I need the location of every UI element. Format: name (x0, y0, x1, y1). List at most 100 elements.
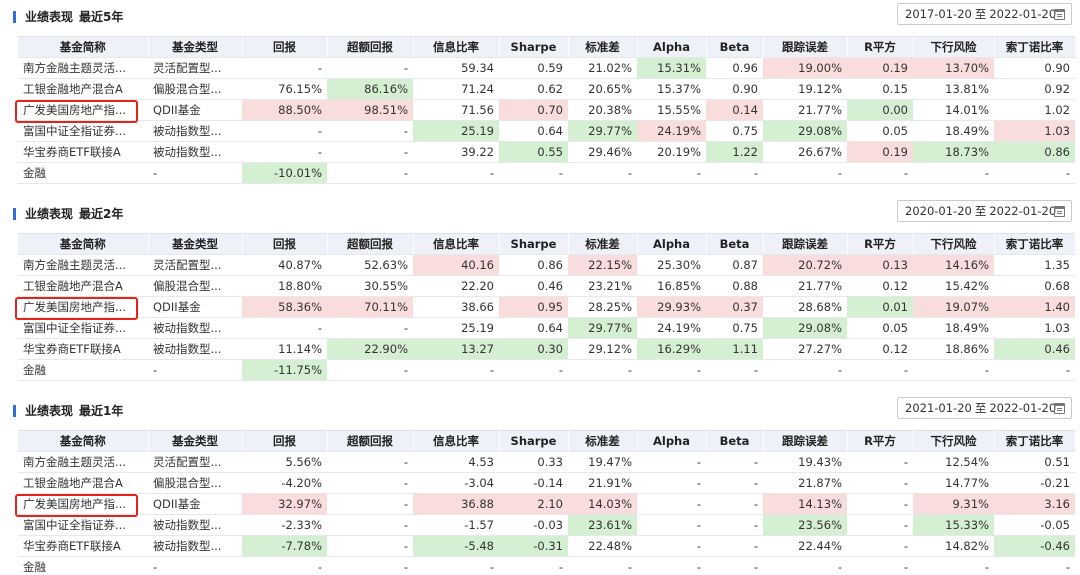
table-row[interactable]: 南方金融主题灵活... 灵活配置型... 40.87% 52.63% 40.16 0.86… (18, 254, 1075, 276)
cell-fund-name[interactable]: 广发美国房地产指... (18, 296, 148, 318)
column-header-tracking-error[interactable]: 跟踪误差 (763, 36, 848, 58)
column-header-excess-return[interactable]: 超额回报 (327, 430, 414, 452)
table-row[interactable]: 工银金融地产混合A 偏股混合型... 18.80% 30.55% 22.20 0.46 23… (18, 275, 1075, 297)
column-header-return[interactable]: 回报 (242, 36, 328, 58)
table-row[interactable]: 工银金融地产混合A 偏股混合型... -4.20% - -3.04 -0.14 21.91%… (18, 472, 1075, 494)
column-header-fund-name[interactable]: 基金简称 (18, 430, 149, 452)
column-header-fund-name[interactable]: 基金简称 (18, 36, 149, 58)
cell-fund-name[interactable]: 金融 (18, 556, 148, 575)
column-header-downside-risk[interactable]: 下行风险 (913, 430, 995, 452)
cell-excess-return: - (327, 451, 413, 473)
cell-fund-name[interactable]: 工银金融地产混合A (18, 275, 148, 297)
column-header-downside-risk[interactable]: 下行风险 (913, 233, 995, 255)
cell-sharpe: 0.62 (499, 78, 568, 100)
column-header-beta[interactable]: Beta (706, 233, 764, 255)
table-row[interactable]: 金融 - -10.01% - - - - - - - - - - (18, 162, 1075, 184)
column-header-std-dev[interactable]: 标准差 (568, 430, 638, 452)
column-header-info-ratio[interactable]: 信息比率 (413, 430, 500, 452)
cell-fund-name[interactable]: 金融 (18, 162, 148, 184)
column-header-std-dev[interactable]: 标准差 (568, 36, 638, 58)
column-header-r-squared[interactable]: R平方 (847, 233, 914, 255)
date-range-picker[interactable]: 2017-01-20 至 2022-01-20 (897, 3, 1072, 25)
cell-sharpe: 0.95 (499, 296, 568, 318)
column-header-fund-type[interactable]: 基金类型 (148, 36, 243, 58)
column-header-beta[interactable]: Beta (706, 36, 764, 58)
column-header-fund-name[interactable]: 基金简称 (18, 233, 149, 255)
column-header-downside-risk[interactable]: 下行风险 (913, 36, 995, 58)
cell-fund-name[interactable]: 华宝券商ETF联接A (18, 141, 148, 163)
date-range-picker[interactable]: 2020-01-20 至 2022-01-20 (897, 200, 1072, 222)
table-row[interactable]: 广发美国房地产指... QDII基金 32.97% -36.88 2.10 14.03% -… (18, 493, 1075, 515)
cell-tracking-error: 26.67% (763, 141, 847, 163)
column-header-info-ratio[interactable]: 信息比率 (413, 233, 500, 255)
calendar-icon[interactable] (1054, 206, 1065, 217)
column-header-r-squared[interactable]: R平方 (847, 36, 914, 58)
column-header-std-dev[interactable]: 标准差 (568, 233, 638, 255)
table-row[interactable]: 金融 - - - - - - - - - - - - (18, 556, 1075, 575)
cell-info-ratio: 22.20 (413, 275, 499, 297)
table-row[interactable]: 南方金融主题灵活... 灵活配置型... 5.56% -4.53 0.33 19.47% -… (18, 451, 1075, 473)
cell-r-squared: - (847, 451, 913, 473)
cell-alpha: 24.19% (637, 120, 706, 142)
calendar-icon[interactable] (1054, 9, 1065, 20)
cell-fund-name[interactable]: 南方金融主题灵活... (18, 451, 148, 473)
column-header-return[interactable]: 回报 (242, 233, 328, 255)
table-row[interactable]: 华宝券商ETF联接A 被动指数型... -7.78% - -5.48 -0.31 22.48… (18, 535, 1075, 557)
cell-sharpe: 0.64 (499, 120, 568, 142)
column-header-excess-return[interactable]: 超额回报 (327, 233, 414, 255)
cell-fund-name[interactable]: 广发美国房地产指... (18, 99, 148, 121)
cell-downside-risk: 12.54% (913, 451, 994, 473)
column-header-sharpe[interactable]: Sharpe (499, 233, 569, 255)
cell-fund-name[interactable]: 南方金融主题灵活... (18, 57, 148, 79)
table-row[interactable]: 富国中证全指证券... 被动指数型... -2.33% - -1.57 -0.03 23.6… (18, 514, 1075, 536)
table-row[interactable]: 富国中证全指证券... 被动指数型... - -25.19 0.64 29.77% 24.1… (18, 120, 1075, 142)
cell-fund-name[interactable]: 华宝券商ETF联接A (18, 535, 148, 557)
cell-beta: 1.22 (706, 141, 763, 163)
cell-fund-name[interactable]: 华宝券商ETF联接A (18, 338, 148, 360)
column-header-beta[interactable]: Beta (706, 430, 764, 452)
column-header-sharpe[interactable]: Sharpe (499, 430, 569, 452)
table-row[interactable]: 金融 - -11.75% - - - - - - - - - - (18, 359, 1075, 381)
table-row[interactable]: 广发美国房地产指... QDII基金 58.36% 70.11% 38.66 0.95 28… (18, 296, 1075, 318)
table-row[interactable]: 广发美国房地产指... QDII基金 88.50% 98.51% 71.56 0.70 20… (18, 99, 1075, 121)
column-header-sortino-ratio[interactable]: 索丁诺比率 (994, 430, 1076, 452)
column-header-fund-type[interactable]: 基金类型 (148, 233, 243, 255)
cell-fund-name[interactable]: 富国中证全指证券... (18, 120, 148, 142)
column-header-alpha[interactable]: Alpha (637, 430, 707, 452)
column-header-sortino-ratio[interactable]: 索丁诺比率 (994, 233, 1076, 255)
table-row[interactable]: 工银金融地产混合A 偏股混合型... 76.15% 86.16% 71.24 0.62 20… (18, 78, 1075, 100)
column-header-return[interactable]: 回报 (242, 430, 328, 452)
cell-fund-name[interactable]: 富国中证全指证券... (18, 317, 148, 339)
column-header-sortino-ratio[interactable]: 索丁诺比率 (994, 36, 1076, 58)
table-row[interactable]: 华宝券商ETF联接A 被动指数型... 11.14% 22.90% 13.27 0.30 2… (18, 338, 1075, 360)
column-header-excess-return[interactable]: 超额回报 (327, 36, 414, 58)
cell-fund-name[interactable]: 工银金融地产混合A (18, 472, 148, 494)
table-row[interactable]: 华宝券商ETF联接A 被动指数型... - -39.22 0.55 29.46% 20.19… (18, 141, 1075, 163)
table-row[interactable]: 富国中证全指证券... 被动指数型... - -25.19 0.64 29.77% 24.1… (18, 317, 1075, 339)
cell-alpha: - (637, 472, 706, 494)
column-header-info-ratio[interactable]: 信息比率 (413, 36, 500, 58)
cell-fund-type: 被动指数型... (148, 338, 242, 360)
cell-fund-name[interactable]: 工银金融地产混合A (18, 78, 148, 100)
cell-fund-name[interactable]: 广发美国房地产指... (18, 493, 148, 515)
column-header-tracking-error[interactable]: 跟踪误差 (763, 233, 848, 255)
column-header-sharpe[interactable]: Sharpe (499, 36, 569, 58)
column-header-fund-type[interactable]: 基金类型 (148, 430, 243, 452)
cell-fund-type: - (148, 359, 242, 381)
cell-fund-name[interactable]: 南方金融主题灵活... (18, 254, 148, 276)
cell-fund-name[interactable]: 富国中证全指证券... (18, 514, 148, 536)
cell-fund-type: 偏股混合型... (148, 275, 242, 297)
calendar-icon[interactable] (1054, 403, 1065, 414)
cell-alpha: - (637, 535, 706, 557)
cell-info-ratio: 39.22 (413, 141, 499, 163)
column-header-alpha[interactable]: Alpha (637, 233, 707, 255)
cell-fund-name[interactable]: 金融 (18, 359, 148, 381)
column-header-r-squared[interactable]: R平方 (847, 430, 914, 452)
performance-section: 业绩表现 最近2年 2020-01-20 至 2022-01-20 基金简称 基金类型 回报超… (0, 197, 1080, 394)
column-header-alpha[interactable]: Alpha (637, 36, 707, 58)
column-header-tracking-error[interactable]: 跟踪误差 (763, 430, 848, 452)
cell-sharpe: 0.33 (499, 451, 568, 473)
date-range-picker[interactable]: 2021-01-20 至 2022-01-20 (897, 397, 1072, 419)
table-row[interactable]: 南方金融主题灵活... 灵活配置型... - -59.34 0.59 21.02% 15.3… (18, 57, 1075, 79)
cell-sortino-ratio: - (994, 162, 1075, 184)
